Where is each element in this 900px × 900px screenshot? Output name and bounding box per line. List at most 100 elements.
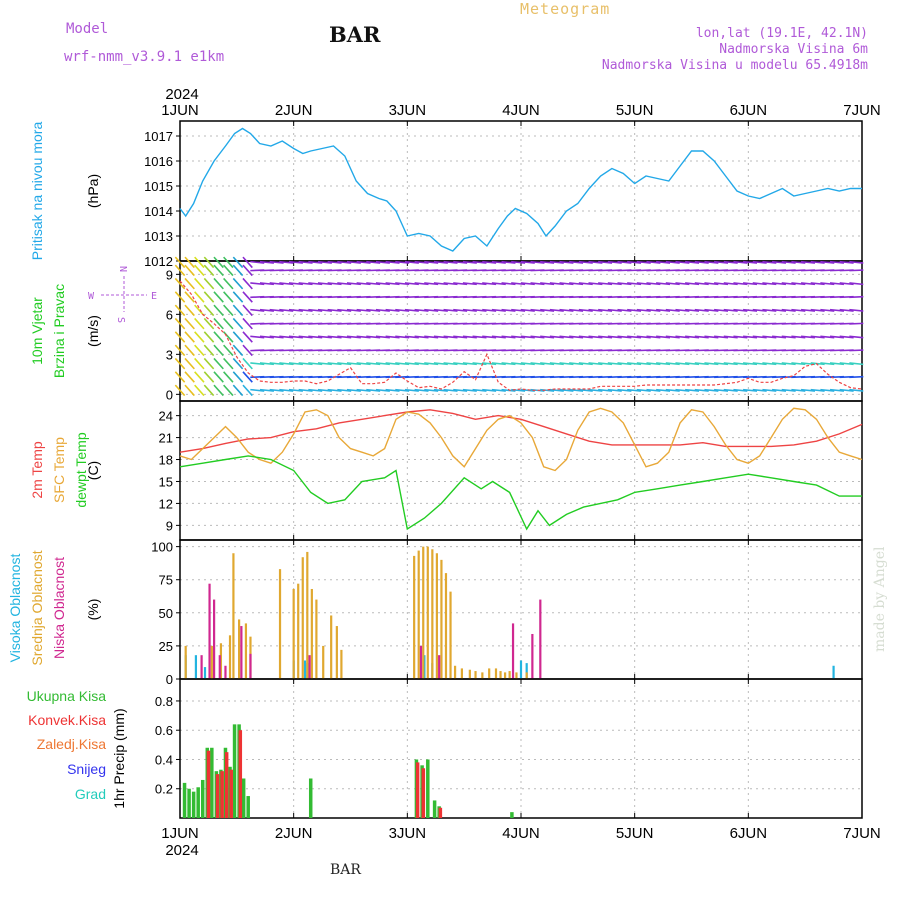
- wind-arrow: [685, 308, 700, 312]
- wind-arrow: [242, 344, 253, 357]
- panel-frame: [179, 260, 863, 402]
- wind-arrow: [578, 282, 593, 286]
- wind-arrow: [849, 260, 864, 264]
- wind-arrow: [829, 282, 845, 286]
- wind-arrow: [685, 260, 700, 264]
- bar: [415, 762, 420, 818]
- wind-arrow: [250, 260, 265, 264]
- wind-arrow: [588, 282, 603, 286]
- wind-arrow: [223, 384, 234, 397]
- x-tick-label-top: 7JUN: [843, 102, 881, 119]
- wind-arrow: [849, 269, 864, 272]
- bar: [308, 778, 313, 818]
- wind-arrow: [327, 335, 342, 339]
- wind-arrow: [356, 362, 371, 366]
- wind-arrow: [174, 304, 186, 317]
- wind-arrow: [598, 260, 613, 264]
- wind-arrow: [607, 388, 622, 392]
- wind-arrow: [433, 260, 448, 264]
- panel-frame: [179, 539, 863, 680]
- y-tick-label: 9: [166, 267, 173, 282]
- bar: [310, 588, 313, 679]
- wind-arrow: [810, 260, 825, 264]
- wind-arrow: [636, 335, 651, 339]
- wind-arrow: [627, 335, 642, 339]
- wind-arrow: [733, 282, 748, 286]
- wind-arrow: [627, 362, 642, 366]
- wind-arrow: [849, 322, 864, 325]
- wind-arrow: [810, 308, 825, 312]
- wind-arrow: [723, 388, 738, 392]
- wind-arrow: [675, 308, 690, 312]
- bar: [539, 599, 542, 679]
- wind-arrow: [356, 388, 371, 392]
- wind-arrow: [714, 335, 729, 339]
- wind-arrow: [665, 282, 680, 286]
- wind-arrow: [259, 388, 274, 392]
- wind-arrow: [742, 335, 758, 339]
- wind-arrow: [520, 362, 535, 366]
- panel-label: Niska Oblacnost: [51, 557, 67, 659]
- wind-arrow: [375, 308, 390, 312]
- wind-arrow: [549, 362, 564, 366]
- y-tick-label: 24: [159, 409, 173, 424]
- wind-arrow: [665, 308, 680, 312]
- wind-arrow: [675, 260, 690, 264]
- wind-arrow: [771, 260, 787, 264]
- wind-arrow: [184, 256, 195, 269]
- wind-arrow: [366, 282, 381, 286]
- wind-arrow: [279, 260, 294, 264]
- wind-arrow: [771, 335, 787, 339]
- wind-arrow: [424, 260, 439, 264]
- wind-arrow: [675, 362, 690, 366]
- bar: [278, 569, 282, 679]
- y-axis-label: (hPa): [85, 174, 101, 208]
- wind-arrow: [598, 388, 613, 392]
- wind-arrow: [472, 282, 487, 286]
- wind-arrow: [588, 308, 603, 312]
- bar: [210, 645, 213, 679]
- wind-arrow: [346, 282, 361, 286]
- bar: [440, 559, 443, 679]
- bar: [315, 599, 318, 679]
- bar: [460, 668, 463, 679]
- wind-arrow: [607, 282, 622, 286]
- wind-arrow: [213, 304, 224, 317]
- y-tick-label: 18: [159, 453, 173, 468]
- wind-arrow: [646, 388, 661, 392]
- wind-arrow: [723, 260, 738, 264]
- wind-arrow: [356, 308, 371, 312]
- bar: [187, 788, 191, 818]
- wind-arrow: [443, 335, 458, 339]
- wind-arrow: [781, 282, 796, 286]
- wind-arrow: [820, 260, 835, 264]
- wind-arrow: [242, 304, 253, 317]
- wind-arrow: [288, 260, 303, 264]
- year-label-top: 2024: [165, 86, 198, 103]
- y-tick-label: 50: [159, 606, 173, 621]
- wind-arrow: [791, 335, 806, 339]
- wind-arrow: [665, 335, 680, 339]
- wind-arrow: [366, 362, 381, 366]
- wind-arrow: [395, 388, 410, 392]
- wind-arrow: [791, 388, 806, 392]
- wind-arrow: [829, 308, 845, 312]
- wind-arrow: [501, 335, 516, 339]
- wind-arrow: [242, 331, 253, 343]
- y-axis-label: (m/s): [85, 315, 101, 347]
- wind-arrow: [223, 291, 234, 303]
- bar: [330, 615, 333, 679]
- wind-arrow: [540, 362, 555, 366]
- x-tick-label-bottom: 3JUN: [389, 825, 427, 842]
- wind-arrow: [298, 362, 313, 366]
- wind-arrow: [174, 277, 186, 290]
- panel-label: Visoka Oblacnost: [7, 554, 23, 663]
- wind-arrow: [482, 282, 497, 286]
- wind-arrow: [482, 388, 497, 392]
- wind-arrow: [588, 388, 603, 392]
- wind-arrow: [491, 282, 506, 286]
- wind-arrow: [250, 388, 265, 392]
- bar: [244, 623, 248, 679]
- year-label-bottom: 2024: [165, 842, 198, 859]
- wind-arrow: [617, 362, 632, 366]
